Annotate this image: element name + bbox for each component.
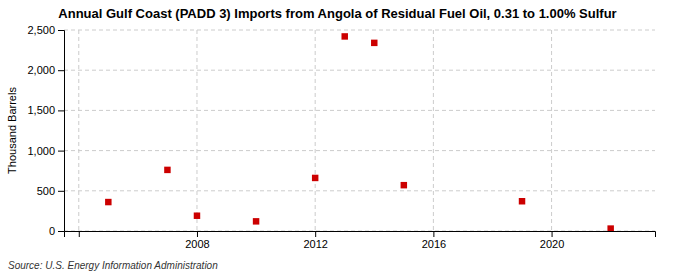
point xyxy=(253,218,259,224)
grid-line-y xyxy=(64,110,655,111)
x-tick-label: 2016 xyxy=(422,238,446,250)
title: Annual Gulf Coast (PADD 3) Imports from … xyxy=(58,6,616,21)
point xyxy=(519,198,525,204)
plot-area: 2008 2012 2016 2020 0 500 1,000 1,500 2,000 2,500 xyxy=(27,24,655,250)
point xyxy=(607,225,613,231)
y-tick: 2,000 xyxy=(27,64,64,76)
chart-svg: 2008 2012 2016 2020 0 500 1,000 1,500 2,000 2,500… xyxy=(0,0,675,275)
x-tick-mark xyxy=(433,231,434,237)
x-tick: 2016 xyxy=(422,231,446,250)
y-tick: 1,000 xyxy=(27,145,64,157)
x-tick xyxy=(79,231,80,237)
y-axis-title: Thousand Barrels xyxy=(6,87,18,174)
point xyxy=(164,167,170,173)
grid-line-x xyxy=(315,30,316,231)
point xyxy=(312,175,318,181)
x-tick-label: 2012 xyxy=(303,238,327,250)
y-tick-label: 0 xyxy=(49,225,55,237)
x-tick-label: 2020 xyxy=(540,238,564,250)
y-tick: 1,500 xyxy=(27,104,64,116)
x-tick-label: 2008 xyxy=(185,238,209,250)
x-tick-mark xyxy=(552,231,553,237)
y-axis: 0 500 1,000 1,500 2,000 2,500 xyxy=(27,24,64,237)
y-tick-label: 1,500 xyxy=(27,104,55,116)
grid-line-y xyxy=(64,30,655,31)
x-tick: 2020 xyxy=(540,231,564,250)
y-tick-label: 2,000 xyxy=(27,64,55,76)
source-note: Source: U.S. Energy Information Administ… xyxy=(8,260,218,271)
grid-line-y xyxy=(64,150,655,151)
grid-line-x xyxy=(196,30,197,231)
y-tick: 2,500 xyxy=(27,24,64,36)
x-axis: 2008 2012 2016 2020 xyxy=(65,231,656,250)
y-tick: 0 xyxy=(49,225,64,237)
y-tick-label: 500 xyxy=(37,185,55,197)
grid-line-y xyxy=(64,70,655,71)
grid xyxy=(64,30,655,231)
point xyxy=(105,199,111,205)
y-tick-mark xyxy=(58,151,64,152)
grid-line-x xyxy=(433,30,434,231)
x-axis-line xyxy=(65,232,656,238)
chart-container: 2008 2012 2016 2020 0 500 1,000 1,500 2,000 2,500… xyxy=(0,0,675,275)
x-tick-mark xyxy=(79,231,80,237)
point xyxy=(341,33,347,39)
point xyxy=(371,40,377,46)
y-tick: 500 xyxy=(37,185,64,197)
y-tick-label: 1,000 xyxy=(27,145,55,157)
grid-line-x xyxy=(78,30,79,231)
grid-line-y xyxy=(64,190,655,191)
x-tick-mark xyxy=(315,231,316,237)
grid-line-x xyxy=(551,30,552,231)
point xyxy=(401,182,407,188)
x-tick-mark xyxy=(197,231,198,237)
y-tick-mark xyxy=(58,231,64,232)
point xyxy=(194,212,200,218)
x-tick: 2012 xyxy=(303,231,327,250)
y-tick-label: 2,500 xyxy=(27,24,55,36)
y-tick-mark xyxy=(58,191,64,192)
x-tick: 2008 xyxy=(185,231,209,250)
y-tick-mark xyxy=(58,110,64,111)
y-tick-mark xyxy=(58,70,64,71)
y-axis-line xyxy=(58,31,65,232)
marks xyxy=(105,33,614,231)
y-tick-mark xyxy=(58,30,64,31)
